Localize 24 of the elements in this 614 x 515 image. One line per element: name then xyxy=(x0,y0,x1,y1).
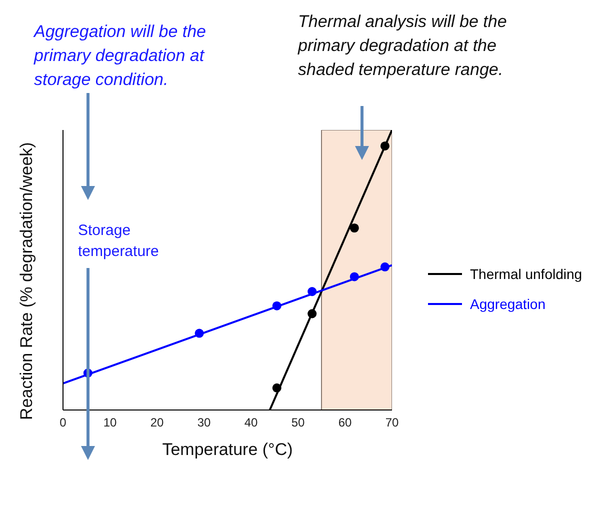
x-axis-title: Temperature (°C) xyxy=(162,440,293,459)
point xyxy=(308,309,317,318)
point xyxy=(380,141,390,150)
y-axis-title: Reaction Rate (% degradation/week) xyxy=(17,142,36,420)
point xyxy=(350,272,359,282)
x-tick-label: 20 xyxy=(150,416,164,430)
x-tick-label: 50 xyxy=(291,416,305,430)
point xyxy=(308,287,317,296)
legend-label: Thermal unfolding xyxy=(470,266,582,282)
x-tick-label: 60 xyxy=(338,416,352,430)
x-tick-label: 30 xyxy=(197,416,211,430)
x-tick-label: 70 xyxy=(385,416,399,430)
x-tick-label: 0 xyxy=(60,416,67,430)
point xyxy=(350,223,359,233)
point xyxy=(194,328,204,338)
x-tick-label: 10 xyxy=(103,416,117,430)
x-tick-label: 40 xyxy=(244,416,258,430)
text: Aggregation will be the primary degradation at storage condition. xyxy=(34,21,208,91)
point xyxy=(272,383,282,392)
point xyxy=(380,262,390,272)
point xyxy=(272,301,282,310)
text: Thermal analysis will be the primary degradation at the shaded temperature range. xyxy=(298,11,508,81)
annotation: Storage temperature xyxy=(78,221,160,262)
legend-label: Aggregation xyxy=(470,296,546,312)
